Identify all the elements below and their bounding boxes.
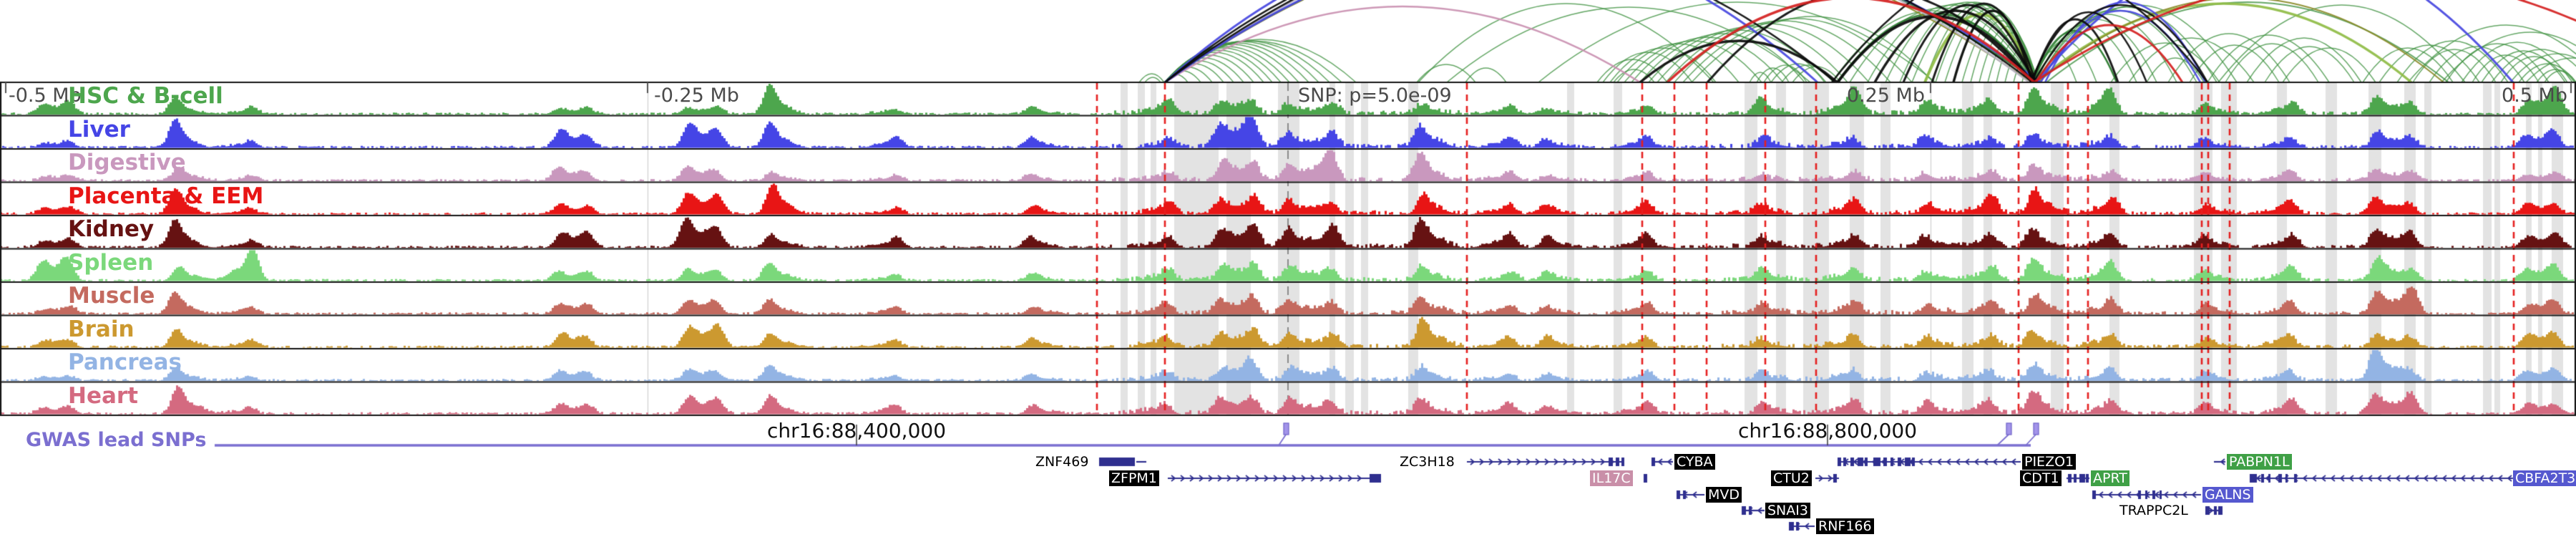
gene-label-mvd: MVD bbox=[1706, 487, 1742, 503]
track-label-heart: Heart bbox=[68, 382, 138, 409]
gene-label-rnf166: RNF166 bbox=[1816, 518, 1874, 534]
gene-label-pabpn1l: PABPN1L bbox=[2227, 454, 2292, 470]
track-label-placenta-eem: Placenta & EEM bbox=[68, 183, 264, 209]
track-label-kidney: Kidney bbox=[68, 216, 155, 242]
track-label-spleen: Spleen bbox=[68, 249, 154, 276]
ruler-label-0-25-mb: -0.25 Mb bbox=[654, 84, 739, 107]
gene-label-ctu2: CTU2 bbox=[1771, 470, 1812, 486]
gene-label-trappc2l: TRAPPC2L bbox=[2119, 503, 2188, 518]
ruler-label-0-25-mb: 0.25 Mb bbox=[1846, 84, 1925, 107]
gene-label-cdt1: CDT1 bbox=[2020, 470, 2062, 486]
track-label-digestive: Digestive bbox=[68, 150, 186, 175]
gene-label-aprt: APRT bbox=[2091, 470, 2129, 486]
track-label-muscle: Muscle bbox=[68, 283, 155, 309]
coordinate-label-0: chr16:88,400,000 bbox=[766, 419, 947, 442]
gene-label-il17c: IL17C bbox=[1590, 470, 1633, 486]
ruler-label-snp-p-5-0e-09: SNP: p=5.0e-09 bbox=[1298, 84, 1452, 107]
gene-label-zfpm1: ZFPM1 bbox=[1109, 470, 1159, 486]
track-label-liver: Liver bbox=[68, 116, 130, 142]
gene-label-cyba: CYBA bbox=[1674, 454, 1715, 470]
ruler-label-0-5-mb: 0.5 Mb bbox=[2502, 84, 2567, 107]
gene-label-zc3h18: ZC3H18 bbox=[1400, 454, 1455, 470]
gene-label-galns: GALNS bbox=[2202, 487, 2253, 503]
gwas-track-label: GWAS lead SNPs bbox=[26, 429, 207, 451]
ruler-label-0-5-mb: -0.5 Mb bbox=[9, 84, 82, 107]
gene-label-znf469: ZNF469 bbox=[1035, 454, 1089, 470]
track-label-pancreas: Pancreas bbox=[68, 349, 182, 375]
gene-label-cbfa2t3: CBFA2T3 bbox=[2513, 470, 2576, 486]
track-label-brain: Brain bbox=[68, 316, 135, 342]
track-label-hsc-b-cell: HSC & B-cell bbox=[68, 83, 223, 109]
gene-label-snai3: SNAI3 bbox=[1765, 503, 1810, 518]
coordinate-label-1: chr16:88,800,000 bbox=[1737, 419, 1918, 442]
gene-label-piezo1: PIEZO1 bbox=[2022, 454, 2077, 470]
